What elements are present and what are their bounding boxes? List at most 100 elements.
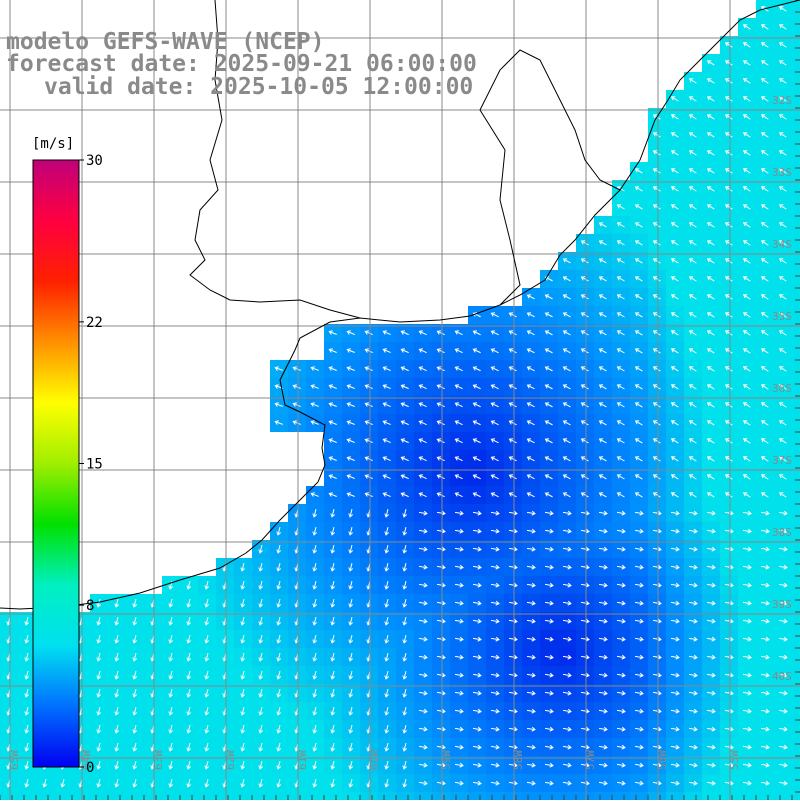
wave-arrow: [454, 384, 463, 390]
wave-arrow: [348, 508, 354, 518]
wave-arrow: [760, 528, 770, 534]
wave-arrow: [418, 330, 427, 336]
wave-arrow: [724, 528, 734, 534]
wave-arrow: [562, 636, 572, 642]
wave-arrow: [760, 582, 770, 588]
wave-arrow: [688, 240, 697, 246]
wave-arrow: [508, 366, 517, 372]
colorbar-tick-label: 30: [86, 153, 103, 169]
wave-arrow: [562, 438, 571, 444]
wave-arrow: [490, 402, 499, 408]
wave-arrow: [760, 654, 770, 660]
wave-arrow: [96, 670, 102, 680]
wave-arrow: [292, 402, 301, 407]
wave-arrow: [348, 616, 354, 626]
wave-arrow: [544, 492, 553, 498]
sea-cell: [378, 792, 396, 804]
wave-arrow: [778, 348, 787, 354]
wave-arrow: [598, 546, 608, 552]
wave-arrow: [742, 762, 752, 768]
sea-cell: [576, 792, 594, 804]
wave-arrow: [616, 402, 625, 408]
wave-arrow: [204, 652, 210, 662]
wave-arrow: [580, 600, 590, 606]
wave-arrow: [706, 186, 715, 192]
sea-cell: [792, 486, 800, 504]
wave-arrow: [402, 544, 408, 554]
wave-arrow: [580, 564, 590, 570]
wave-arrow: [186, 778, 192, 788]
wave-arrow: [652, 456, 661, 462]
wave-arrow: [454, 618, 464, 624]
wave-arrow: [562, 618, 572, 624]
wave-arrow: [742, 438, 751, 444]
wave-arrow: [562, 258, 571, 264]
wave-arrow: [526, 456, 535, 462]
longitude-label: 62W: [224, 750, 237, 770]
wave-arrow: [436, 744, 446, 750]
wave-arrow: [616, 618, 626, 624]
wave-arrow: [706, 618, 716, 624]
sea-cell: [396, 792, 414, 804]
wave-arrow: [186, 760, 192, 770]
wave-arrow: [706, 294, 715, 300]
wave-arrow: [616, 654, 626, 660]
wave-arrow: [490, 312, 499, 318]
wave-arrow: [616, 744, 626, 750]
wave-arrow: [400, 438, 409, 444]
wave-arrow: [598, 690, 608, 696]
wave-arrow: [616, 276, 625, 282]
wave-arrow: [400, 384, 409, 390]
wave-arrow: [384, 652, 390, 662]
wave-arrow: [706, 168, 715, 174]
wave-arrow: [616, 240, 625, 246]
wave-arrow: [258, 706, 264, 716]
wave-arrow: [652, 474, 661, 480]
wave-arrow: [508, 762, 518, 768]
wave-arrow: [742, 582, 752, 588]
wave-arrow: [778, 636, 788, 642]
wave-arrow: [688, 150, 697, 156]
wave-arrow: [742, 726, 752, 732]
wave-arrow: [616, 438, 625, 444]
wave-arrow: [382, 384, 391, 390]
wave-arrow: [616, 330, 625, 336]
wave-arrow: [364, 492, 373, 498]
wave-arrow: [706, 474, 715, 480]
wave-arrow: [688, 762, 698, 768]
wave-arrow: [508, 690, 518, 696]
wave-arrow: [204, 580, 210, 590]
wave-arrow: [724, 510, 734, 516]
wave-arrow: [96, 742, 102, 752]
wave-arrow: [688, 618, 698, 624]
wave-arrow: [562, 564, 572, 570]
wave-arrow: [508, 510, 518, 516]
wave-arrow: [760, 708, 770, 714]
sea-cell: [792, 198, 800, 216]
sea-cell: [792, 792, 800, 804]
wave-arrow: [96, 724, 102, 734]
wave-arrow: [544, 366, 553, 372]
sea-cell: [792, 54, 800, 72]
wave-arrow: [724, 780, 734, 786]
wave-arrow: [382, 474, 391, 480]
wave-arrow: [276, 526, 282, 536]
sea-cell: [252, 792, 270, 804]
wave-arrow: [490, 330, 499, 336]
wave-arrow: [580, 312, 589, 318]
wave-arrow: [384, 778, 390, 788]
sea-cell: [738, 792, 756, 804]
wave-arrow: [312, 724, 318, 734]
wave-arrow: [778, 42, 787, 48]
wave-arrow: [24, 778, 30, 788]
wave-arrow: [508, 564, 518, 570]
wave-arrow: [490, 474, 499, 480]
wave-arrow: [616, 510, 626, 516]
wave-arrow: [168, 724, 174, 734]
wave-arrow: [688, 474, 697, 480]
wave-arrow: [400, 474, 409, 480]
sea-cell: [54, 792, 72, 804]
wave-arrow: [760, 474, 769, 480]
wave-arrow: [652, 744, 662, 750]
wave-arrow: [724, 600, 734, 606]
